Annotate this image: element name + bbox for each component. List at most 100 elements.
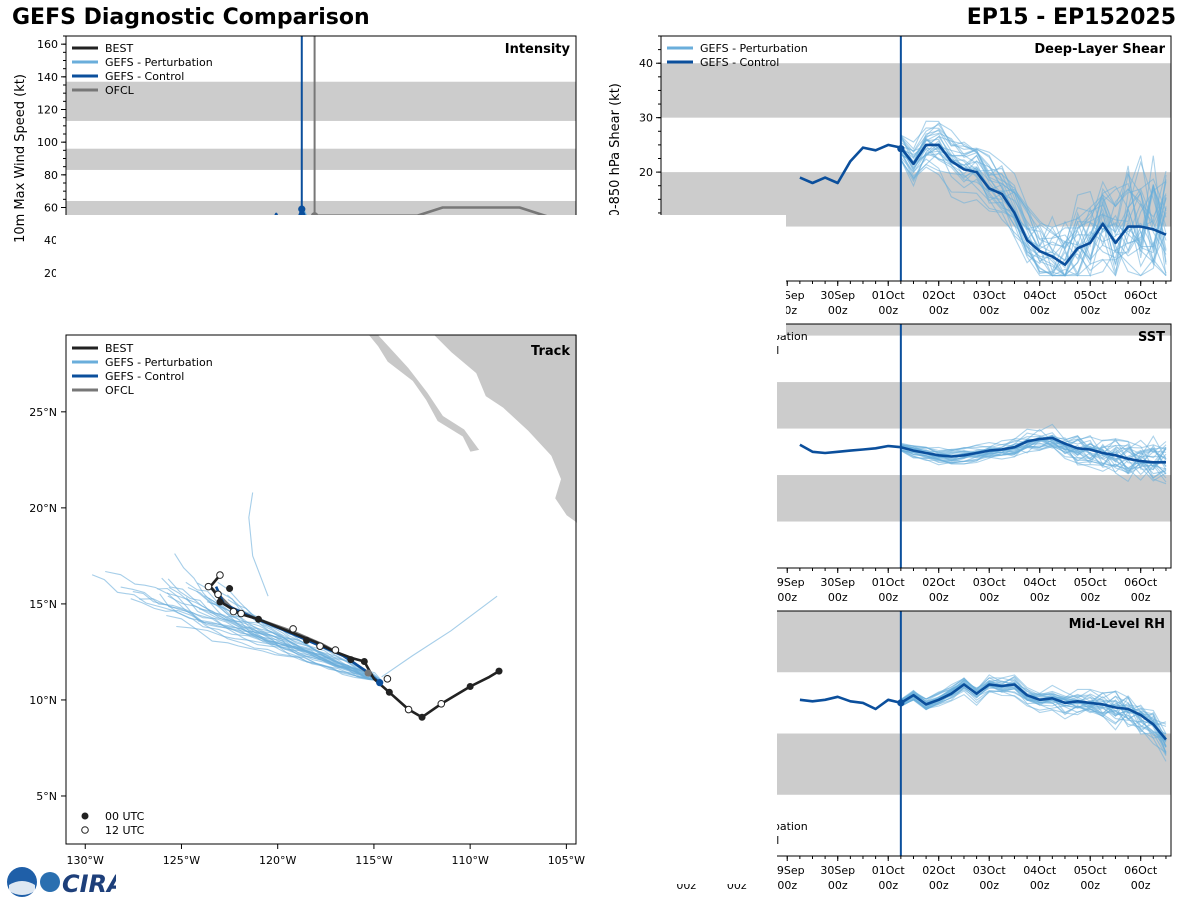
x-tick-label: 06Oct — [1124, 289, 1158, 302]
legend-label-gefs-control: GEFS - Control — [700, 56, 779, 69]
x-tick-label: 30Sep — [820, 576, 855, 589]
legend-label-00utc: 00 UTC — [105, 810, 145, 823]
perturbation-line — [900, 674, 1167, 742]
perturbation-line — [900, 145, 1167, 262]
best-12utc-point — [229, 607, 238, 616]
ensemble-members — [900, 423, 1167, 485]
y-tick-label: 40 — [44, 234, 58, 247]
x-tick-label: 30Sep — [820, 289, 855, 302]
x-tick-sublabel: 00z — [1131, 304, 1151, 317]
ensemble-members — [900, 120, 1167, 278]
y-tick-label: 140 — [37, 71, 58, 84]
perturbation-line — [900, 134, 1167, 277]
perturbation-line — [900, 442, 1167, 479]
perturbation-track — [227, 599, 382, 682]
x-tick-sublabel: 00z — [777, 879, 797, 892]
x-tick-sublabel: 00z — [1080, 879, 1100, 892]
map-mask-right — [577, 295, 777, 884]
lon-tick-label: 120°W — [259, 854, 296, 867]
gefs-control-line — [799, 436, 1166, 464]
x-tick-sublabel: 00z — [1030, 304, 1050, 317]
lon-tick-label: 110°W — [451, 854, 488, 867]
x-tick-label: 06Oct — [1124, 576, 1158, 589]
best-00utc-point — [418, 713, 426, 721]
panel-title: Mid-Level RH — [1069, 617, 1165, 632]
lat-tick-label: 20°N — [29, 502, 57, 515]
control-start-marker — [376, 679, 384, 687]
x-tick-sublabel: 00z — [1030, 879, 1050, 892]
x-tick-label: 06Oct — [1124, 864, 1158, 877]
best-12utc-point — [237, 609, 245, 618]
best-12utc-point — [404, 705, 413, 714]
x-tick-sublabel: 00z — [828, 304, 848, 317]
best-00utc-point — [226, 585, 234, 593]
legend-label-gefs-perturbation: GEFS - Perturbation — [105, 56, 213, 69]
x-tick-label: 29Sep — [770, 576, 805, 589]
best-12utc-point — [214, 590, 222, 599]
gefs-control-marker — [897, 145, 905, 153]
x-tick-label: 03Oct — [973, 576, 1007, 589]
legend-swatch-12utc — [81, 826, 89, 834]
best-00utc-point — [466, 682, 474, 690]
lat-tick-label: 5°N — [36, 790, 57, 803]
globe-icon — [40, 872, 60, 892]
x-tick-sublabel: 00z — [979, 879, 999, 892]
x-tick-label: 02Oct — [922, 576, 956, 589]
y-tick-label: 80 — [44, 169, 58, 182]
ensemble-tracks — [91, 492, 498, 682]
perturbation-line — [900, 122, 1167, 277]
x-tick-sublabel: 00z — [878, 879, 898, 892]
x-tick-sublabel: 00z — [979, 591, 999, 604]
legend-label-gefs-perturbation: GEFS - Perturbation — [700, 42, 808, 55]
lon-tick-label: 125°W — [163, 854, 200, 867]
x-tick-sublabel: 00z — [1131, 591, 1151, 604]
perturbation-line — [900, 144, 1167, 265]
x-tick-sublabel: 00z — [929, 304, 949, 317]
best-00utc-point — [347, 656, 355, 664]
perturbation-track — [159, 593, 382, 682]
x-tick-label: 01Oct — [872, 289, 906, 302]
x-tick-sublabel: 00z — [929, 591, 949, 604]
x-tick-sublabel: 00z — [828, 591, 848, 604]
perturbation-line — [900, 151, 1167, 277]
best-12utc-point — [204, 582, 213, 591]
x-tick-sublabel: 00z — [1030, 591, 1050, 604]
x-tick-sublabel: 00z — [878, 591, 898, 604]
legend-label-best: BEST — [105, 42, 133, 55]
ofcl-start-marker — [364, 669, 372, 677]
lat-tick-label: 25°N — [29, 406, 57, 419]
best-12utc-point — [437, 699, 446, 708]
legend-label-best: BEST — [105, 342, 133, 355]
category-band-2 — [661, 324, 1171, 336]
x-tick-sublabel: 00z — [878, 304, 898, 317]
y-tick-label: 20 — [639, 166, 653, 179]
best-00utc-point — [360, 658, 368, 666]
best-12utc-point — [316, 642, 324, 650]
cira-logo-text: CIRA — [62, 870, 116, 898]
legend-label-12utc: 12 UTC — [105, 824, 145, 837]
x-tick-label: 04Oct — [1023, 576, 1057, 589]
map-frame — [65, 334, 577, 845]
legend-swatch-00utc — [81, 812, 89, 820]
legend-label-gefs-perturbation: GEFS - Perturbation — [105, 356, 213, 369]
lat-tick-label: 15°N — [29, 598, 57, 611]
category-band-1 — [66, 148, 576, 170]
y-tick-label: 40 — [639, 57, 653, 70]
best-track — [209, 574, 500, 719]
x-tick-sublabel: 00z — [979, 304, 999, 317]
perturbation-track — [248, 492, 269, 597]
best-12utc-point — [216, 571, 224, 579]
perturbation-line — [900, 679, 1167, 746]
perturbation-line — [900, 148, 1167, 277]
panel-title: SST — [1138, 330, 1165, 345]
x-tick-label: 01Oct — [872, 576, 906, 589]
legend-label-ofcl: OFCL — [105, 384, 135, 397]
x-tick-sublabel: 00z — [1131, 879, 1151, 892]
best-00utc-point — [216, 598, 224, 606]
lon-tick-label: 115°W — [355, 854, 392, 867]
map-mask-top — [56, 215, 786, 335]
perturbation-line — [900, 428, 1167, 475]
storm-id-title: EP15 - EP152025 — [966, 5, 1176, 30]
x-tick-sublabel: 00z — [1080, 304, 1100, 317]
y-tick-label: 160 — [37, 38, 58, 51]
